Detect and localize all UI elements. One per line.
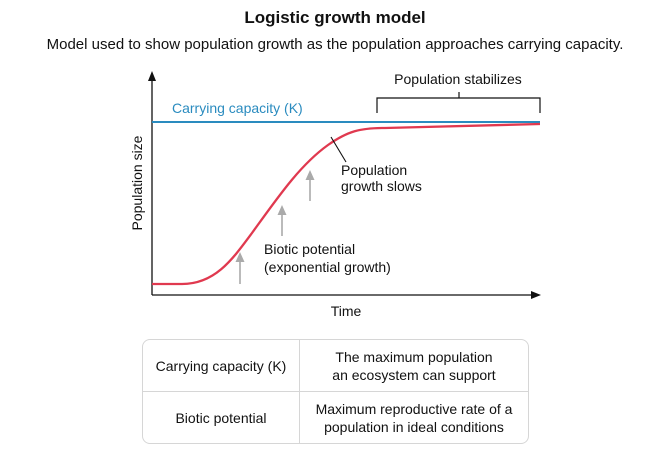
definition-line: an ecosystem can support — [332, 366, 496, 383]
definition-cell: Maximum reproductive rate of a populatio… — [300, 392, 528, 443]
y-axis-label: Population size — [129, 135, 145, 230]
stabilizes-label: Population stabilizes — [394, 71, 522, 87]
growth-slows-pointer — [330, 136, 347, 163]
stabilizes-bracket — [376, 92, 541, 113]
growth-slows-label-line2: growth slows — [341, 178, 422, 194]
diagram-subtitle: Model used to show population growth as … — [46, 36, 624, 53]
y-axis-arrowhead — [148, 71, 156, 81]
diagram-title: Logistic growth model — [244, 8, 426, 27]
growth-arrow — [305, 170, 315, 201]
definition-line: Maximum reproductive rate of a — [315, 400, 513, 417]
growth-arrow — [277, 205, 287, 236]
definition-line: The maximum population — [335, 348, 493, 365]
term-cell: Biotic potential — [143, 392, 300, 443]
term-cell: Carrying capacity (K) — [143, 340, 300, 392]
biotic-potential-label-line2: (exponential growth) — [264, 259, 391, 275]
table-row: Carrying capacity (K) The maximum popula… — [143, 340, 528, 392]
definition-line: population in ideal conditions — [324, 418, 504, 435]
biotic-potential-label-line1: Biotic potential — [264, 241, 355, 257]
x-axis-arrowhead — [531, 291, 541, 299]
logistic-growth-curve — [152, 122, 541, 286]
growth-arrow — [235, 252, 245, 284]
table-row: Biotic potential Maximum reproductive ra… — [143, 392, 528, 443]
definition-cell: The maximum population an ecosystem can … — [300, 340, 528, 392]
carrying-capacity-label: Carrying capacity (K) — [172, 100, 303, 116]
x-axis-label: Time — [331, 303, 362, 319]
growth-slows-label-line1: Population — [341, 162, 407, 178]
definitions-table: Carrying capacity (K) The maximum popula… — [142, 339, 529, 444]
